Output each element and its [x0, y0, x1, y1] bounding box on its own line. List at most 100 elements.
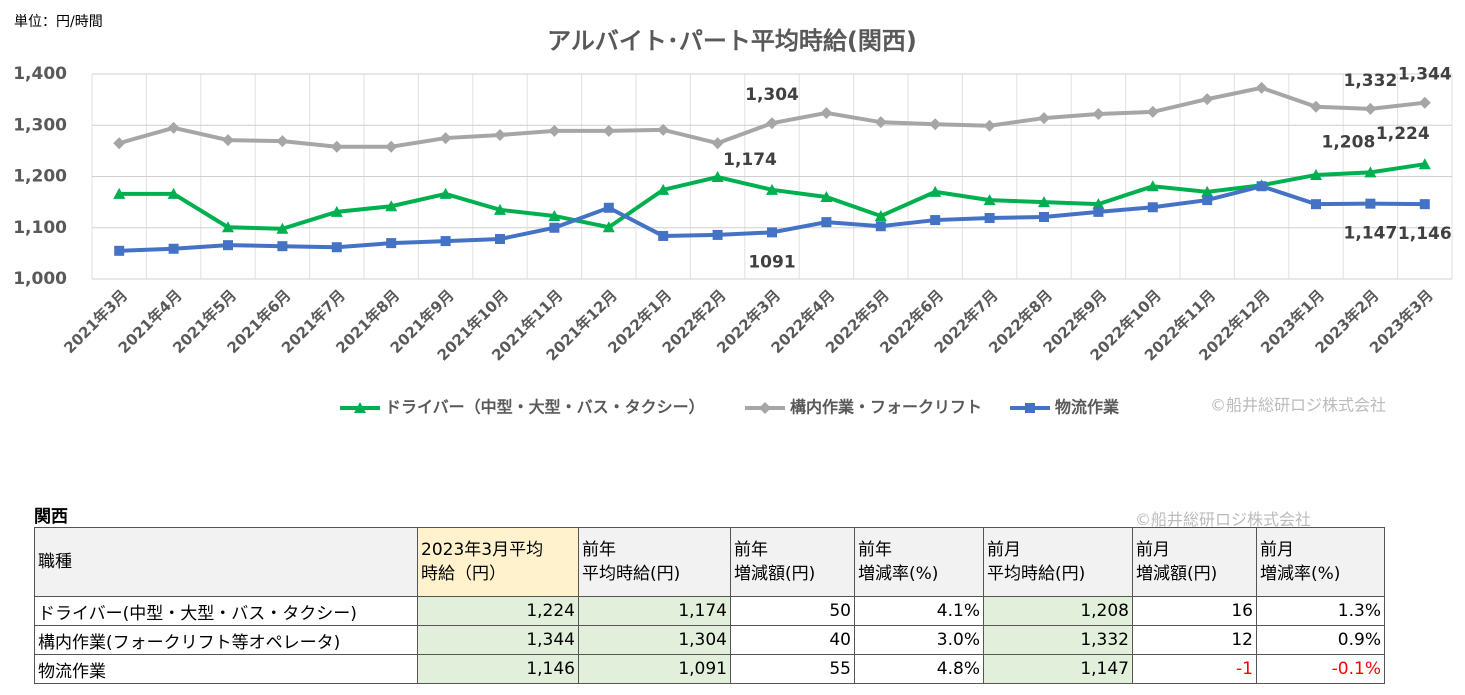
marker — [386, 238, 397, 249]
table-cell: 前月 平均時給(円) — [983, 527, 1133, 597]
table-cell: 職種 — [34, 527, 418, 597]
marker — [1146, 180, 1159, 192]
marker — [113, 187, 126, 199]
credit: ©船井総研ロジ株式会社 — [1210, 396, 1386, 415]
table-cell: 前年 増減率(%) — [854, 527, 984, 597]
marker — [1310, 168, 1322, 180]
marker — [711, 137, 724, 150]
marker — [1201, 185, 1214, 197]
marker — [114, 245, 125, 256]
marker — [1310, 100, 1322, 113]
marker — [1147, 202, 1158, 213]
header-row: 職種 2023年3月平均 時給（円） 前年 平均時給(円) 前年 増減額(円) 前年 増… — [34, 527, 1385, 597]
marker — [439, 187, 452, 199]
data-label: 1,174 — [723, 150, 777, 170]
table-row: ドライバー(中型・大型・バス・タクシー) 1,224 1,174 50 4.1% 1,20… — [34, 596, 1385, 626]
marker — [1025, 403, 1035, 413]
marker — [1418, 96, 1431, 109]
table-cell: 2023年3月平均 時給（円） — [417, 527, 579, 597]
table-cell: 前年 平均時給(円) — [578, 527, 731, 597]
marker — [1419, 199, 1430, 210]
marker — [330, 205, 343, 217]
marker — [548, 124, 561, 137]
table-cell: 1,344 — [417, 625, 579, 655]
data-label: 1,147 — [1344, 224, 1398, 244]
table-cell: 16 — [1132, 596, 1257, 626]
marker — [1038, 112, 1050, 125]
table-cell: 12 — [1132, 625, 1257, 655]
data-label: 1,344 — [1398, 65, 1452, 85]
marker — [1364, 166, 1377, 178]
marker — [277, 241, 288, 252]
marker — [1201, 93, 1214, 106]
marker — [766, 117, 778, 130]
table-cell: 1,146 — [417, 654, 579, 684]
marker — [658, 230, 669, 241]
marker — [222, 134, 234, 147]
table: 職種 2023年3月平均 時給（円） 前年 平均時給(円) 前年 増減額(円) 前年 増… — [34, 527, 1385, 684]
marker — [1039, 211, 1049, 222]
y-tick-label: 1,400 — [13, 64, 67, 84]
credit: ©船井総研ロジ株式会社 — [1135, 510, 1312, 529]
chart: 単位：円/時間 アルバイト･パート平均時給(関西) ©船井総研ロジ株式会社 1,… — [13, 14, 1453, 417]
data-label: 1,146 — [1398, 224, 1452, 244]
legend-label: 物流作業 — [1055, 398, 1120, 417]
marker — [984, 213, 995, 224]
marker — [113, 137, 126, 150]
marker — [820, 106, 833, 119]
marker — [603, 202, 614, 213]
table-cell: 0.9% — [1256, 625, 1385, 655]
marker — [548, 209, 561, 221]
marker — [276, 222, 289, 234]
marker — [1038, 196, 1050, 208]
table-cell: 40 — [730, 625, 855, 655]
marker — [759, 402, 771, 414]
data-label: 1,224 — [1376, 124, 1430, 144]
marker — [602, 221, 615, 233]
marker — [385, 140, 398, 153]
marker — [767, 227, 777, 238]
marker — [930, 215, 941, 226]
marker — [276, 135, 289, 148]
table-cell: 1,332 — [983, 625, 1133, 655]
table-cell: 物流作業 — [34, 654, 418, 684]
marker — [875, 221, 886, 232]
table-cell: 1,208 — [983, 596, 1133, 626]
marker — [1093, 206, 1104, 217]
table-cell: 1,224 — [417, 596, 579, 626]
marker — [821, 217, 832, 228]
marker — [983, 119, 996, 132]
unit-note: 単位：円/時間 — [14, 14, 103, 30]
marker — [1092, 107, 1105, 120]
marker — [1256, 181, 1267, 192]
marker — [929, 118, 942, 131]
marker — [354, 402, 366, 413]
data-label: 1,208 — [1322, 132, 1376, 152]
marker — [1146, 105, 1159, 118]
marker — [657, 183, 670, 195]
marker — [983, 194, 996, 206]
marker — [439, 132, 452, 145]
table-title: 関西 — [34, 507, 68, 527]
marker — [549, 222, 560, 233]
table-cell: ドライバー(中型・大型・バス・タクシー) — [34, 596, 418, 626]
marker — [440, 236, 451, 247]
table-cell: 1.3% — [1256, 596, 1385, 626]
marker — [820, 191, 833, 202]
table-cell: 1,091 — [578, 654, 731, 684]
y-tick-label: 1,000 — [13, 269, 67, 289]
table-cell: 構内作業(フォークリフト等オペレータ) — [34, 625, 418, 655]
table-cell: 4.8% — [854, 654, 984, 684]
marker — [167, 187, 180, 199]
marker — [1092, 198, 1105, 210]
marker — [494, 203, 506, 215]
marker — [874, 209, 887, 221]
marker — [712, 229, 723, 240]
marker — [330, 140, 343, 153]
table-cell: 前年 増減額(円) — [730, 527, 855, 597]
marker — [1418, 158, 1431, 170]
marker — [874, 116, 887, 129]
marker — [929, 185, 942, 197]
data-label: 1091 — [748, 252, 795, 272]
